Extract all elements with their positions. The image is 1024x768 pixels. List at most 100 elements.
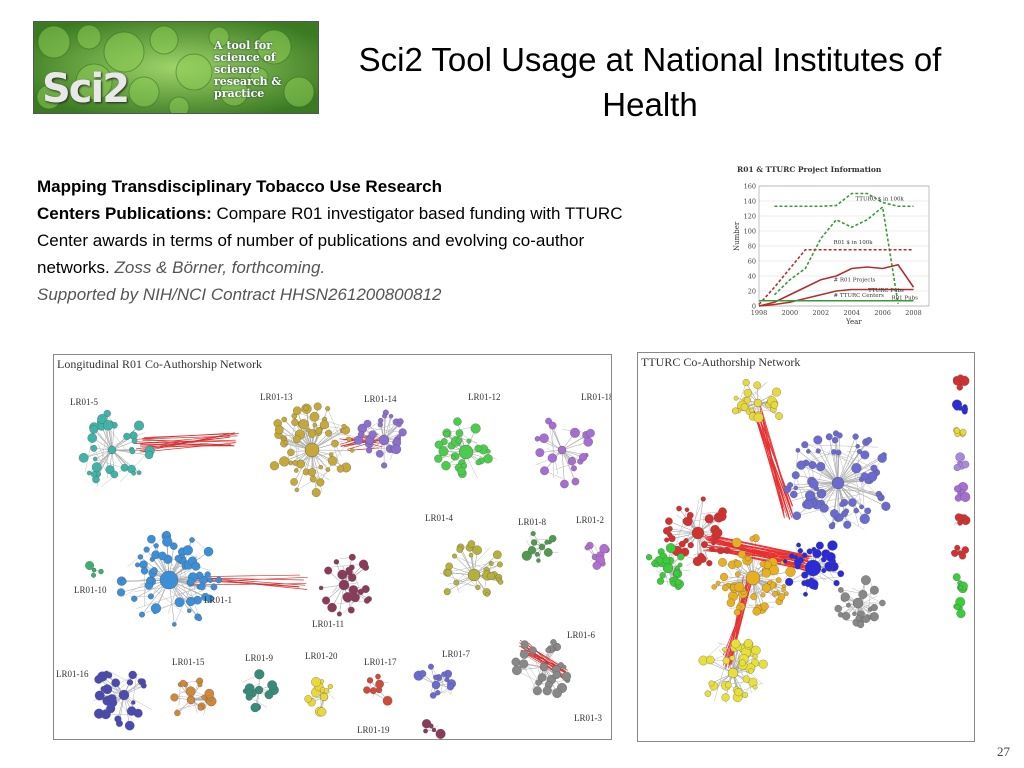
network-node (775, 577, 782, 584)
network-node (203, 546, 214, 557)
chart-y-tick: 0 (752, 303, 756, 311)
network-edge (837, 482, 881, 498)
network-edge (693, 548, 712, 555)
chart-title: R01 & TTURC Project Information (737, 165, 882, 174)
network-node (433, 674, 439, 680)
network-node (841, 611, 851, 621)
chart-series-label: # TTURC Centers (834, 293, 885, 299)
r01-network-label: LR01-18 (581, 392, 611, 402)
network-node (584, 544, 590, 551)
chart-series-line (758, 248, 914, 306)
network-node (659, 572, 666, 579)
network-node (117, 588, 126, 597)
sci2-logo: A tool for science of science research &… (33, 21, 319, 114)
network-edge (337, 600, 368, 604)
network-edge (685, 498, 704, 544)
chart-y-tick: 20 (748, 288, 756, 296)
network-node (677, 562, 683, 568)
network-node (743, 388, 752, 398)
description-text: Compare R01 investigator based funding w… (37, 204, 623, 277)
network-node (877, 453, 887, 463)
network-node (791, 471, 800, 480)
network-node (557, 445, 567, 455)
chart-y-tick: 100 (744, 228, 756, 236)
network-node (665, 543, 676, 553)
network-node (435, 728, 446, 739)
network-node (953, 464, 961, 472)
network-node (760, 602, 769, 611)
network-node (319, 420, 329, 430)
network-node (808, 460, 817, 469)
network-node (378, 434, 390, 446)
network-node (441, 461, 451, 471)
network-edge (837, 439, 870, 484)
network-node (333, 559, 340, 565)
network-edge (831, 510, 857, 527)
network-node (532, 686, 542, 696)
network-node (745, 570, 761, 586)
network-node (185, 686, 196, 697)
network-node (434, 454, 443, 463)
network-edge (754, 410, 790, 520)
network-node (827, 540, 838, 551)
network-node (858, 589, 868, 599)
network-node (761, 583, 771, 593)
network-node (210, 583, 218, 591)
network-node (150, 603, 162, 614)
network-node (722, 647, 727, 652)
network-node (724, 681, 732, 689)
network-node (535, 679, 542, 686)
network-node (719, 572, 728, 581)
network-node (833, 579, 840, 587)
network-edge (801, 464, 839, 484)
network-node (713, 528, 723, 538)
network-node (309, 411, 320, 422)
network-node (790, 490, 798, 499)
network-node (545, 647, 551, 653)
network-node (293, 468, 299, 473)
network-node (879, 599, 886, 607)
network-node (131, 595, 138, 602)
chart-series-line (773, 205, 899, 304)
network-node (538, 543, 546, 551)
network-node (382, 695, 393, 706)
r01-network-label: LR01-5 (70, 397, 98, 407)
network-node (543, 548, 553, 557)
r01-network-label: LR01-11 (312, 619, 344, 629)
page-number: 27 (997, 744, 1010, 759)
network-node (723, 546, 731, 554)
network-node (485, 592, 490, 597)
network-node (97, 414, 107, 424)
network-node (347, 606, 355, 614)
network-node (254, 669, 265, 680)
network-node (772, 387, 782, 397)
network-node (592, 561, 602, 570)
network-edge (837, 467, 875, 484)
network-edge (367, 427, 403, 433)
description-bold-1: Mapping Transdisciplinary Tobacco Use Re… (37, 177, 442, 196)
network-node (835, 449, 842, 456)
network-node (715, 580, 721, 586)
network-node (733, 395, 739, 401)
network-node (794, 563, 801, 570)
chart-y-tick: 160 (744, 183, 756, 191)
network-node (816, 461, 826, 472)
network-node (158, 551, 167, 561)
network-node (315, 426, 323, 434)
network-node (864, 507, 872, 515)
network-node (753, 381, 761, 389)
network-node (816, 488, 827, 499)
network-node (197, 682, 203, 688)
r01-network-label: LR01-8 (518, 517, 546, 527)
network-node (423, 728, 428, 734)
network-node (443, 431, 450, 438)
network-node (684, 507, 690, 512)
network-node (709, 546, 715, 552)
network-node (808, 478, 819, 489)
network-node (753, 412, 764, 423)
network-node (785, 566, 796, 577)
network-node (366, 677, 374, 684)
r01-network-title: Longitudinal R01 Co-Authorship Network (57, 357, 262, 371)
network-node (341, 423, 347, 429)
network-node (179, 679, 187, 687)
